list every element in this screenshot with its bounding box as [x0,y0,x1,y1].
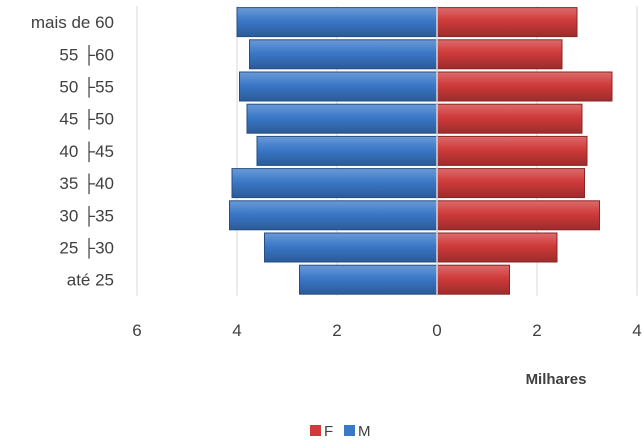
bar-f-1 [436,39,563,70]
legend-swatch-m [344,425,355,436]
legend-swatch-f [310,425,321,436]
legend-label-f: F [324,423,333,440]
x-tick-label-2: 2 [332,321,341,340]
bar-f-0 [436,7,578,38]
bar-m-5 [231,168,438,199]
bar-m-6 [229,200,438,231]
bars [229,7,613,295]
bar-m-7 [264,232,438,263]
x-tick-label-4: 2 [532,321,541,340]
legend-label-m: M [358,423,371,440]
x-tick-labels: 6 4 2 0 2 4 [132,321,641,340]
bar-m-2 [239,71,438,102]
category-label-2: 50 ├55 [59,77,114,99]
bar-f-3 [436,103,583,134]
category-label-6: 30 ├35 [59,205,114,227]
bar-m-0 [236,7,438,38]
bar-f-5 [436,168,585,199]
axis-units-label: Milhares [526,371,587,388]
category-label-8: até 25 [67,271,114,290]
x-tick-label-5: 4 [632,321,641,340]
category-label-7: 25 ├30 [59,238,114,260]
category-label-0: mais de 60 [31,13,114,32]
bar-m-3 [246,103,438,134]
category-labels: mais de 60 55 ├60 50 ├55 45 ├50 40 ├45 35 ├40… [31,13,114,290]
bar-m-8 [299,264,438,295]
x-tick-label-3: 0 [432,321,441,340]
bar-m-1 [249,39,438,70]
bar-f-4 [436,135,588,166]
bar-m-4 [256,135,438,166]
bar-f-2 [436,71,613,102]
category-label-4: 40 ├45 [59,141,114,163]
bar-f-7 [436,232,558,263]
bar-f-6 [436,200,600,231]
x-tick-label-0: 6 [132,321,141,340]
x-tick-label-1: 4 [232,321,241,340]
bar-f-8 [436,264,510,295]
legend: F M [310,423,371,440]
category-label-3: 45 ├50 [59,109,114,131]
category-label-1: 55 ├60 [59,44,114,66]
category-label-5: 35 ├40 [59,173,114,195]
